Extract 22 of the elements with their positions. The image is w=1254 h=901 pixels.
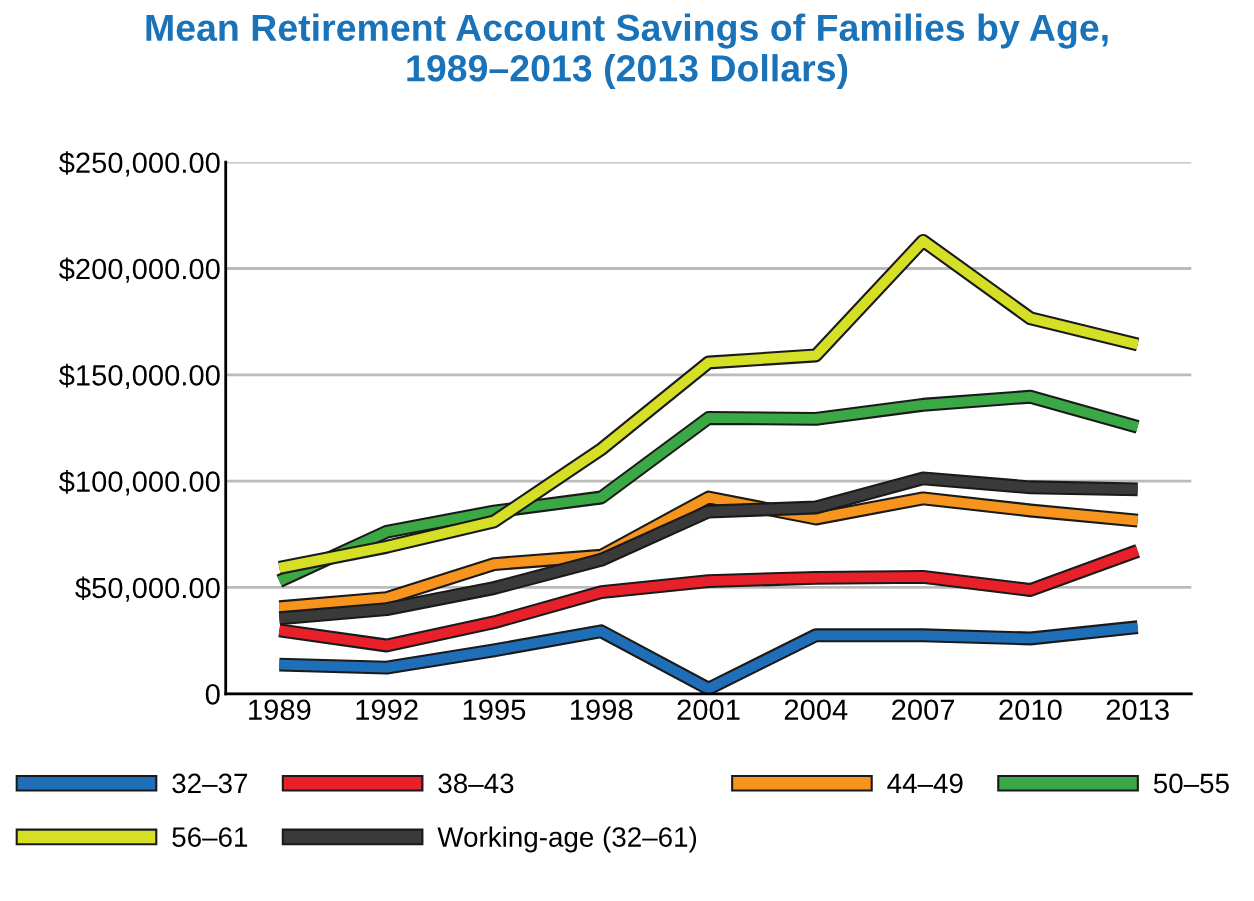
y-tick-label: $250,000.00 <box>58 151 220 177</box>
x-tick-label: 2004 <box>784 699 848 721</box>
x-tick-label: 2010 <box>999 699 1062 721</box>
x-tick-label: 1995 <box>463 699 526 721</box>
x-tick-label: 1989 <box>249 699 311 721</box>
x-tick-label: 2007 <box>892 699 955 721</box>
legend-label: 56–61 <box>172 827 248 847</box>
x-tick-label: 1992 <box>356 699 418 721</box>
legend-label: 38–43 <box>438 773 514 794</box>
y-tick-label: $50,000.00 <box>75 576 220 602</box>
x-tick-label: 2013 <box>1106 699 1169 721</box>
chart-title: Mean Retirement Account Savings of Families by Age, 1989–2013 (2013 Dollars) <box>146 13 1108 90</box>
y-tick-label: $200,000.00 <box>58 257 220 283</box>
x-tick-label: 2001 <box>677 699 740 721</box>
legend-label: Working-age (32–61) <box>437 826 697 853</box>
x-tick-label: 1998 <box>571 699 633 721</box>
legend-label: 32–37 <box>172 773 248 794</box>
y-tick-label: $100,000.00 <box>58 470 220 496</box>
y-tick-label: 0 <box>205 683 220 705</box>
y-tick-label: $150,000.00 <box>58 363 220 390</box>
legend-label: 50–55 <box>1153 773 1229 794</box>
legend-label: 44–49 <box>887 773 963 794</box>
